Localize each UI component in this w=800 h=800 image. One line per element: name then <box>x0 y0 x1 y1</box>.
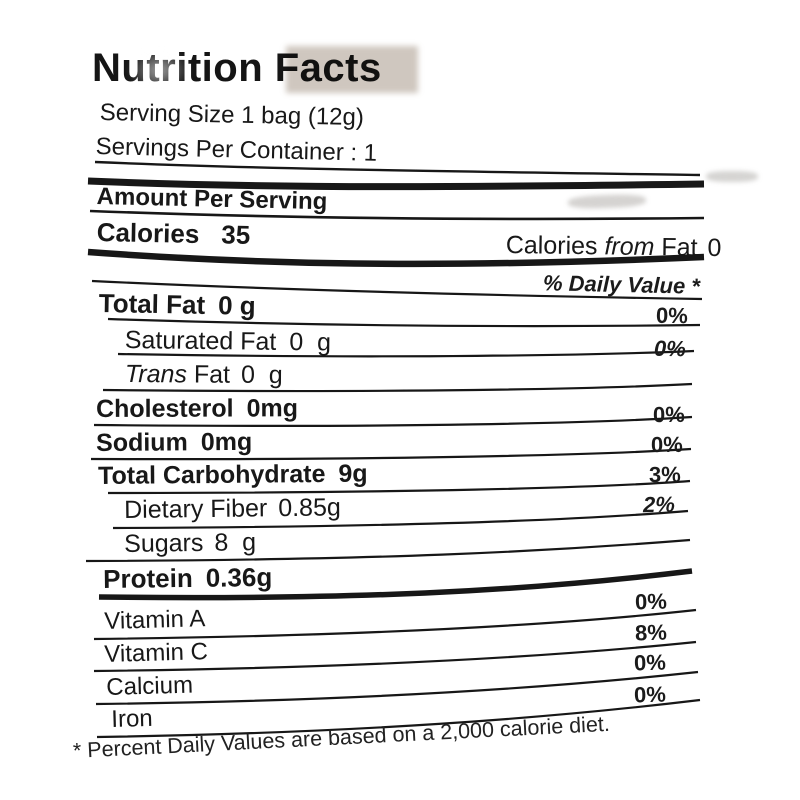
nutrient-name: Fat <box>186 360 231 389</box>
nutrient-total-fat: Total Fat 0 g <box>98 288 256 321</box>
divider-group <box>85 160 705 739</box>
nutrient-name: Dietary Fiber <box>123 494 268 524</box>
dv-total-fat: 0% <box>655 302 689 329</box>
divider-carbohydrate <box>107 479 691 495</box>
dv-sodium: 0% <box>651 431 684 458</box>
divider-vitamin-a <box>93 608 697 641</box>
calories-from-fat-value: 0 <box>707 233 722 263</box>
divider-servings <box>94 160 701 177</box>
nutrient-amount: 0 g <box>289 328 332 357</box>
nutrient-cholesterol: Cholesterol 0mg <box>95 394 299 423</box>
nutrient-saturated-fat: Saturated Fat 0 g <box>124 326 332 357</box>
calories-from-fat-mid: from <box>604 232 655 262</box>
nutrient-amount: 0mg <box>200 427 253 457</box>
nutrient-sodium: Sodium 0mg <box>95 427 253 457</box>
nutrient-name: Saturated Fat <box>124 326 277 356</box>
nutrient-name: Sodium <box>95 428 188 457</box>
divider-iron <box>96 698 701 739</box>
nutrient-amount: 9g <box>338 459 368 488</box>
micronutrient-vitamin-c: Vitamin C <box>103 638 209 668</box>
nutrient-name: Cholesterol <box>95 394 234 423</box>
scan-smudge <box>706 171 758 182</box>
calories-from-fat-text: Calories from Fat 0 <box>505 231 722 263</box>
nutrient-carbohydrate: Total Carbohydrate 9g <box>97 459 368 490</box>
nutrient-amount: 0.36g <box>205 561 273 593</box>
dv-cholesterol: 0% <box>653 401 686 428</box>
nutrient-fiber: Dietary Fiber 0.85g <box>123 493 341 524</box>
nutrient-name: Protein <box>102 562 193 594</box>
calories-label: Calories <box>96 217 200 249</box>
nutrient-name-italic: Trans <box>124 360 188 389</box>
nutrient-amount: 8 g <box>214 528 257 557</box>
dv-vitamin-a: 0% <box>634 588 668 615</box>
dv-calcium: 0% <box>633 649 667 676</box>
micronutrient-calcium: Calcium <box>105 671 194 701</box>
serving-size-text: Serving Size 1 bag (12g) <box>99 99 365 132</box>
amount-per-serving-heading: Amount Per Serving <box>96 183 328 216</box>
nutrient-name: Sugars <box>123 528 204 558</box>
dv-fiber: 2% <box>643 491 676 518</box>
micronutrient-vitamin-a: Vitamin A <box>103 605 206 635</box>
nutrient-amount: 0mg <box>246 394 299 423</box>
dv-vitamin-c: 8% <box>634 619 668 646</box>
divider-fiber <box>112 509 689 530</box>
dv-iron: 0% <box>633 681 667 708</box>
divider-sugars <box>85 538 691 563</box>
nutrient-name: Total Carbohydrate <box>97 460 326 490</box>
nutrient-name: Total Fat <box>98 288 206 320</box>
divider-total-fat <box>107 317 701 328</box>
dv-carbohydrate: 3% <box>649 461 682 488</box>
nutrient-trans-fat: Trans Fat 0 g <box>124 360 283 390</box>
calories-value: 35 <box>221 219 251 250</box>
nutrient-amount: 0 g <box>217 290 256 321</box>
divider-saturated-fat <box>117 349 695 358</box>
divider-trans-fat <box>102 382 693 393</box>
divider-vitamin-c <box>93 640 697 673</box>
thick-bar-calories <box>87 248 705 268</box>
divider-amount-per-serving <box>89 209 705 221</box>
nutrient-amount: 0 g <box>240 360 283 390</box>
calories-from-fat-post: Fat <box>654 233 698 262</box>
label-title: Nutrition Facts <box>92 46 382 90</box>
calories-row: Calories 35 <box>96 217 251 250</box>
thick-bar-top <box>87 177 705 191</box>
divider-sodium <box>90 447 692 461</box>
dv-saturated-fat: 0% <box>654 335 687 362</box>
divider-calcium <box>95 670 699 706</box>
divider-cholesterol <box>93 415 693 427</box>
micronutrient-iron: Iron <box>110 704 154 733</box>
calories-from-fat-pre: Calories <box>505 231 605 261</box>
nutrient-amount: 0.85g <box>278 493 341 523</box>
divider-daily-value <box>91 279 703 301</box>
nutrient-sugars: Sugars 8 g <box>123 528 257 558</box>
nutrient-protein: Protein 0.36g <box>102 561 273 594</box>
thick-bar-protein <box>98 568 693 601</box>
daily-value-header: % Daily Value * <box>542 270 701 299</box>
